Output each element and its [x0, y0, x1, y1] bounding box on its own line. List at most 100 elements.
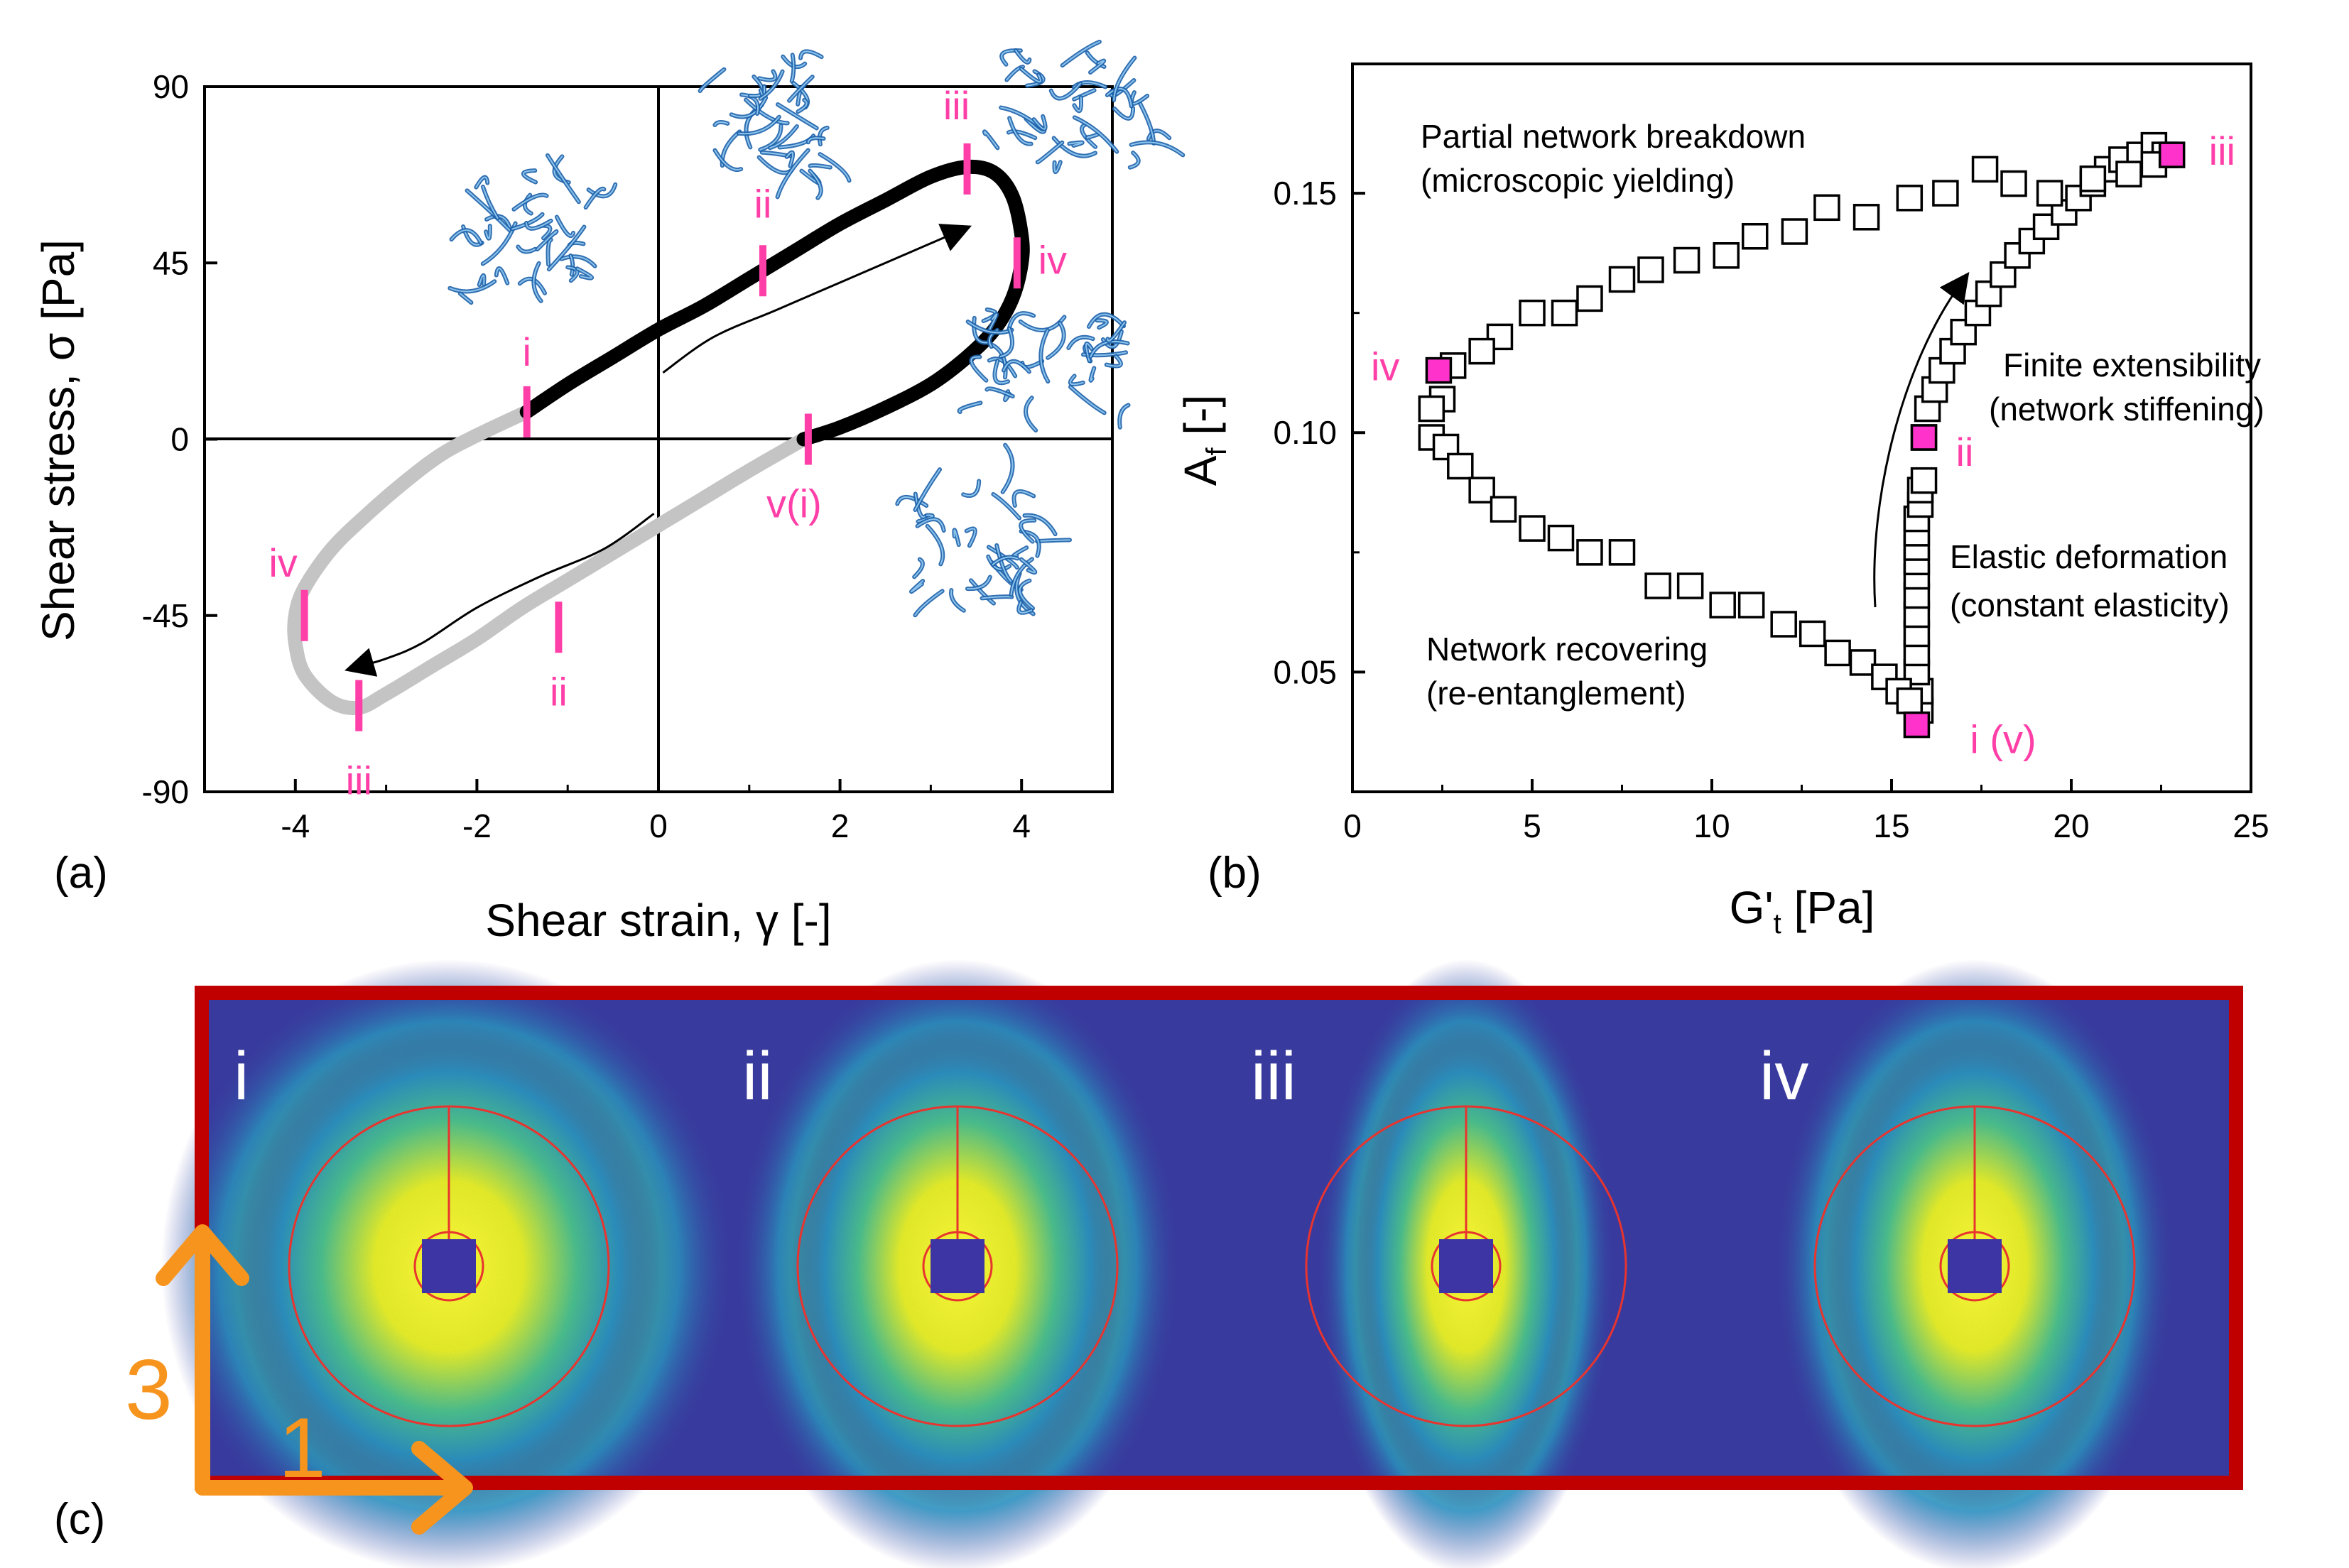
panel-b-trend-arrow [1873, 272, 1970, 608]
orientation-axes: 3 1 [125, 1224, 473, 1535]
network-strand-highlight [910, 580, 924, 592]
network-strand-highlight [950, 589, 965, 611]
saxs-pattern-iv: iv [1720, 959, 2229, 1568]
data-point [1824, 639, 1851, 667]
network-strand-highlight [1147, 130, 1171, 140]
axis-3-label: 3 [125, 1342, 173, 1437]
network-strand-highlight [714, 149, 742, 171]
data-point [1709, 592, 1736, 619]
network-strand-highlight [1068, 336, 1094, 349]
network-strand-highlight [450, 229, 482, 244]
network-strand-highlight [513, 194, 548, 210]
network-strand-highlight [495, 268, 509, 284]
network-strand-highlight [730, 97, 767, 118]
ylabel-main: A [1175, 455, 1226, 486]
network-strand [511, 192, 549, 212]
b-xtick-label: 15 [1873, 807, 1909, 844]
network-strand-highlight [1087, 313, 1124, 328]
network-strand-highlight [953, 529, 960, 546]
a-ytick-label: 0 [170, 421, 189, 458]
annotation-elastic-2: (constant elasticity) [1950, 587, 2230, 624]
network-strand-highlight [587, 183, 617, 197]
network-strand-highlight [523, 194, 532, 214]
ylabel-tail: [-] [1175, 395, 1226, 448]
annotation-elastic-1: Elastic deformation [1950, 538, 2228, 575]
loop-unloading [287, 404, 811, 715]
network-strand-highlight [511, 213, 543, 230]
a-xtick-label: 0 [649, 807, 668, 844]
network-strand-highlight [449, 281, 496, 293]
network-strand [817, 125, 830, 147]
saxs-pattern-ii: ii [703, 959, 1212, 1568]
network-strand-highlight [1129, 152, 1139, 168]
network-sketch-stretched [698, 49, 852, 200]
network-strand-highlight [1002, 360, 1030, 373]
network-strand-highlight [1073, 89, 1095, 100]
network-strand [999, 105, 1045, 131]
network-sketch-recovered [895, 442, 1073, 618]
network-strand-highlight [769, 125, 798, 149]
data-point [1781, 218, 1808, 245]
highlight-label-iii: iii [2209, 129, 2235, 173]
loop-loading [519, 159, 1030, 447]
data-point [1676, 572, 1704, 599]
beamstop [931, 1239, 984, 1293]
network-strand-highlight [1073, 97, 1083, 112]
network-strand-highlight [1020, 519, 1036, 543]
network-strand-highlight [1086, 134, 1099, 138]
highlight-point-iv [1425, 356, 1453, 384]
network-strand-highlight [1090, 60, 1105, 73]
network-strand-highlight [800, 50, 823, 59]
network-strand-highlight [548, 226, 585, 271]
network-strand-highlight [738, 116, 780, 135]
state-label-v(i): v(i) [766, 481, 822, 526]
network-strand-highlight [1020, 67, 1041, 82]
data-point [1547, 524, 1575, 552]
network-strand-highlight [714, 121, 729, 126]
network-strand-highlight [1002, 444, 1014, 493]
data-point [1799, 620, 1826, 648]
network-strand-highlight [973, 317, 989, 344]
panel-b-ticks: 0 5 10 15 20 25 0.05 0.10 0.15 [1273, 175, 2269, 844]
data-point [1770, 611, 1797, 638]
network-strand [961, 479, 982, 498]
data-point [1673, 246, 1700, 274]
network-strand-highlight [970, 356, 987, 381]
network-strand-highlight [1015, 50, 1031, 63]
axis-1-label: 1 [278, 1400, 326, 1496]
network-strand-highlight [992, 493, 1021, 519]
network-strand-highlight [1069, 386, 1105, 414]
network-strand-highlight [999, 327, 1014, 357]
network-strand-highlight [914, 493, 927, 518]
data-point [1608, 266, 1636, 293]
network-strand-highlight [759, 70, 783, 99]
b-xtick-label: 5 [1523, 807, 1541, 844]
panel-a-hysteresis-loop [287, 159, 1030, 715]
data-point [1637, 256, 1664, 283]
network-strand [554, 214, 576, 239]
data-point [2115, 160, 2142, 187]
network-strand-highlight [914, 469, 941, 511]
data-point [1576, 285, 1603, 312]
network-strand-highlight [1050, 82, 1081, 99]
highlight-label-ii: ii [1956, 430, 1974, 474]
data-point [1971, 156, 1999, 183]
state-label-iii: iii [346, 758, 372, 803]
network-strand-highlight [699, 68, 725, 92]
network-strand-highlight [818, 126, 828, 146]
network-strand-highlight [533, 262, 542, 302]
saxs-label-iv: iv [1759, 1038, 1808, 1114]
network-strand-highlight [1090, 367, 1095, 381]
saxs-panel-group: i ii iii iv [161, 959, 2229, 1568]
network-strand-highlight [546, 154, 580, 203]
network-strand-highlight [485, 225, 491, 239]
axis-1-arrowhead [411, 1441, 473, 1535]
network-strand-highlight [809, 170, 822, 199]
network-strand-highlight [807, 137, 825, 143]
data-point [1896, 687, 1924, 714]
data-point [1644, 572, 1671, 599]
network-strand-highlight [759, 124, 782, 151]
state-label-i: i [522, 330, 531, 374]
network-strand-highlight [917, 514, 933, 523]
